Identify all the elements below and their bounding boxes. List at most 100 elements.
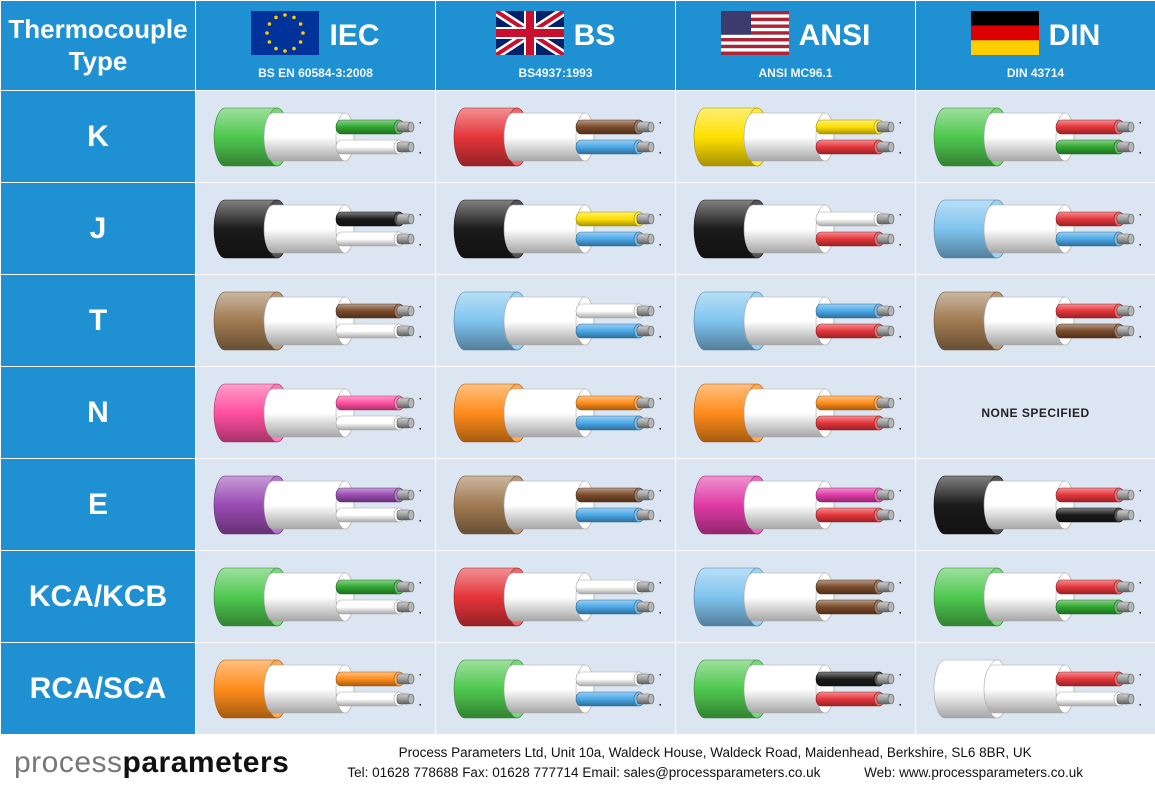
type-label-kca: KCA/KCB xyxy=(1,551,196,643)
svg-text:+: + xyxy=(659,391,661,406)
cell-k-bs: + - xyxy=(436,91,676,183)
cell-j-bs: + - xyxy=(436,183,676,275)
standard-subtitle: BS4937:1993 xyxy=(440,66,671,80)
svg-text:-: - xyxy=(659,512,661,527)
svg-text:-: - xyxy=(419,420,421,435)
header-standard-din: DIN DIN 43714 xyxy=(916,1,1155,91)
svg-text:-: - xyxy=(659,696,661,711)
svg-text:-: - xyxy=(899,512,901,527)
svg-text:-: - xyxy=(1139,604,1141,619)
flag-de-icon xyxy=(971,11,1039,60)
cell-n-iec: + - xyxy=(196,367,436,459)
cell-t-din: + - xyxy=(916,275,1155,367)
page: Thermocouple Type IEC BS EN 60584-3:2008… xyxy=(0,0,1155,794)
footer: processparameters Process Parameters Ltd… xyxy=(0,735,1155,794)
svg-text:-: - xyxy=(659,236,661,251)
standard-name: BS xyxy=(574,19,616,53)
header-type-line2: Type xyxy=(1,46,195,77)
footer-contacts: Tel: 01628 778688 Fax: 01628 777714 Emai… xyxy=(289,763,1141,783)
cell-kca-bs: + - xyxy=(436,551,676,643)
header-row: Thermocouple Type IEC BS EN 60584-3:2008… xyxy=(1,1,1155,91)
row-k: K xyxy=(1,91,1155,183)
svg-text:-: - xyxy=(659,144,661,159)
svg-text:+: + xyxy=(419,483,421,498)
type-label-k: K xyxy=(1,91,196,183)
svg-text:+: + xyxy=(419,207,421,222)
svg-text:-: - xyxy=(419,236,421,251)
footer-address: Process Parameters Ltd, Unit 10a, Waldec… xyxy=(289,743,1141,763)
svg-text:-: - xyxy=(419,328,421,343)
tel: 01628 778688 xyxy=(372,765,458,780)
type-label-n: N xyxy=(1,367,196,459)
cell-rca-ansi: + - xyxy=(676,643,916,735)
svg-text:-: - xyxy=(419,144,421,159)
svg-text:+: + xyxy=(419,575,421,590)
svg-text:-: - xyxy=(1139,512,1141,527)
cell-j-din: + - xyxy=(916,183,1155,275)
svg-text:+: + xyxy=(1139,207,1141,222)
svg-text:-: - xyxy=(419,512,421,527)
svg-text:-: - xyxy=(899,420,901,435)
cell-n-bs: + - xyxy=(436,367,676,459)
svg-text:-: - xyxy=(659,420,661,435)
row-n: N xyxy=(1,367,1155,459)
svg-text:+: + xyxy=(419,299,421,314)
row-e: E xyxy=(1,459,1155,551)
cell-k-din: + - xyxy=(916,91,1155,183)
svg-text:+: + xyxy=(1139,115,1141,130)
svg-text:+: + xyxy=(659,207,661,222)
tel-label: Tel: xyxy=(347,765,372,780)
company-logo: processparameters xyxy=(14,746,289,780)
svg-text:-: - xyxy=(1139,328,1141,343)
standard-name: ANSI xyxy=(799,19,871,53)
cell-rca-bs: + - xyxy=(436,643,676,735)
svg-text:+: + xyxy=(1139,575,1141,590)
svg-text:-: - xyxy=(659,604,661,619)
svg-text:+: + xyxy=(899,667,901,682)
svg-text:-: - xyxy=(419,604,421,619)
header-standard-ansi: ANSI ANSI MC96.1 xyxy=(676,1,916,91)
table-body: K xyxy=(1,91,1155,735)
svg-text:+: + xyxy=(659,115,661,130)
svg-text:+: + xyxy=(659,483,661,498)
flag-eu-icon xyxy=(251,11,319,60)
cell-k-ansi: + - xyxy=(676,91,916,183)
svg-text:+: + xyxy=(899,299,901,314)
svg-text:-: - xyxy=(899,144,901,159)
standard-name: DIN xyxy=(1049,19,1101,53)
cell-t-iec: + - xyxy=(196,275,436,367)
svg-text:+: + xyxy=(899,391,901,406)
header-standard-bs: BS BS4937:1993 xyxy=(436,1,676,91)
web-label: Web: xyxy=(864,765,899,780)
web: www.processparameters.co.uk xyxy=(899,765,1083,780)
logo-thin: process xyxy=(14,746,123,779)
email: sales@processparameters.co.uk xyxy=(624,765,821,780)
header-type-line1: Thermocouple xyxy=(1,14,195,45)
cell-rca-din: + - xyxy=(916,643,1155,735)
flag-uk-icon xyxy=(496,11,564,60)
svg-text:+: + xyxy=(1139,667,1141,682)
svg-text:+: + xyxy=(899,207,901,222)
svg-text:-: - xyxy=(1139,236,1141,251)
standard-subtitle: ANSI MC96.1 xyxy=(680,66,911,80)
footer-info: Process Parameters Ltd, Unit 10a, Waldec… xyxy=(289,743,1141,784)
svg-text:-: - xyxy=(899,696,901,711)
svg-text:+: + xyxy=(659,575,661,590)
type-label-e: E xyxy=(1,459,196,551)
logo-bold: parameters xyxy=(123,746,290,779)
type-label-j: J xyxy=(1,183,196,275)
cell-rca-iec: + - xyxy=(196,643,436,735)
cell-e-bs: + - xyxy=(436,459,676,551)
svg-text:-: - xyxy=(899,328,901,343)
svg-text:+: + xyxy=(899,115,901,130)
cell-n-din: NONE SPECIFIED xyxy=(916,367,1155,459)
svg-text:-: - xyxy=(659,328,661,343)
fax: 01628 777714 xyxy=(492,765,578,780)
row-t: T xyxy=(1,275,1155,367)
standard-name: IEC xyxy=(329,19,379,53)
svg-text:+: + xyxy=(899,575,901,590)
svg-text:+: + xyxy=(1139,483,1141,498)
svg-text:+: + xyxy=(659,299,661,314)
flag-us-icon xyxy=(721,11,789,60)
svg-text:-: - xyxy=(419,696,421,711)
